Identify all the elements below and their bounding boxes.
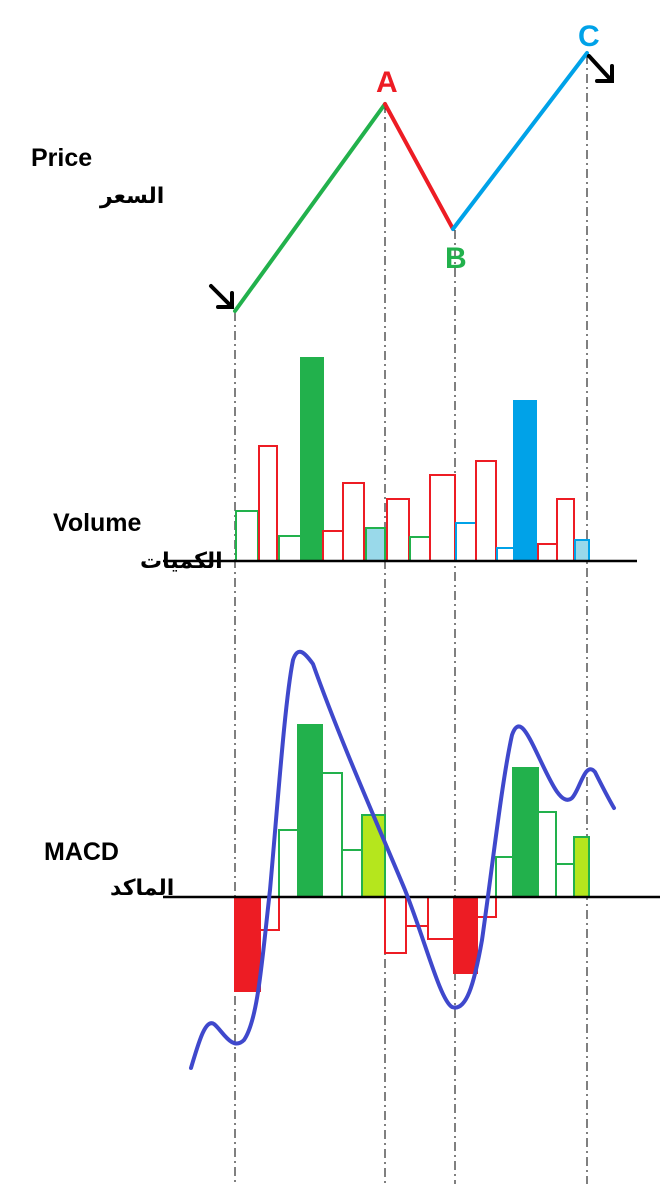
price-leg-blue <box>451 51 589 231</box>
volume-bar <box>365 527 386 562</box>
volume-bar <box>235 510 259 562</box>
volume-bar <box>322 530 344 562</box>
macd-bar <box>495 856 514 898</box>
macd-bar <box>512 767 539 898</box>
price-label-arabic: السعر <box>99 184 164 209</box>
point-a-label: A <box>376 66 398 99</box>
macd-bar <box>361 814 386 898</box>
volume-bar <box>537 543 558 562</box>
macd-bar <box>453 896 478 974</box>
macd-bar <box>234 896 261 992</box>
macd-signal-line <box>189 649 616 1070</box>
macd-bar <box>341 849 363 898</box>
volume-bar <box>556 498 575 562</box>
arrow-down-right-icon <box>587 54 614 83</box>
volume-bar <box>258 445 278 562</box>
macd-label: MACD <box>44 838 119 866</box>
volume-bars <box>235 357 590 562</box>
macd-bar <box>555 863 575 898</box>
macd-bar <box>573 836 590 898</box>
volume-bar <box>278 535 302 562</box>
volume-label: Volume <box>53 509 142 537</box>
point-b-label: B <box>445 242 467 275</box>
price-leg-red <box>383 102 455 231</box>
volume-bar <box>300 357 324 562</box>
volume-bar <box>513 400 537 562</box>
price-leg-green <box>233 102 387 313</box>
point-c-label: C <box>578 20 600 53</box>
volume-bar <box>475 460 497 562</box>
volume-bar <box>342 482 365 562</box>
volume-bar <box>455 522 477 562</box>
volume-bar <box>574 539 590 562</box>
price-line <box>233 51 589 313</box>
volume-bar <box>409 536 431 562</box>
volume-bar <box>429 474 456 562</box>
macd-bar <box>297 724 323 898</box>
macd-bar <box>321 772 343 898</box>
macd-histogram <box>234 724 590 992</box>
macd-bar <box>427 896 455 940</box>
volume-bar <box>496 547 515 562</box>
price-label: Price <box>31 144 92 172</box>
macd-bar <box>278 829 299 898</box>
guide-lines <box>234 55 588 1184</box>
macd-bar <box>384 896 407 954</box>
volume-bar <box>386 498 410 562</box>
macd-bar <box>537 811 557 898</box>
arrow-down-right-icon <box>209 284 234 309</box>
